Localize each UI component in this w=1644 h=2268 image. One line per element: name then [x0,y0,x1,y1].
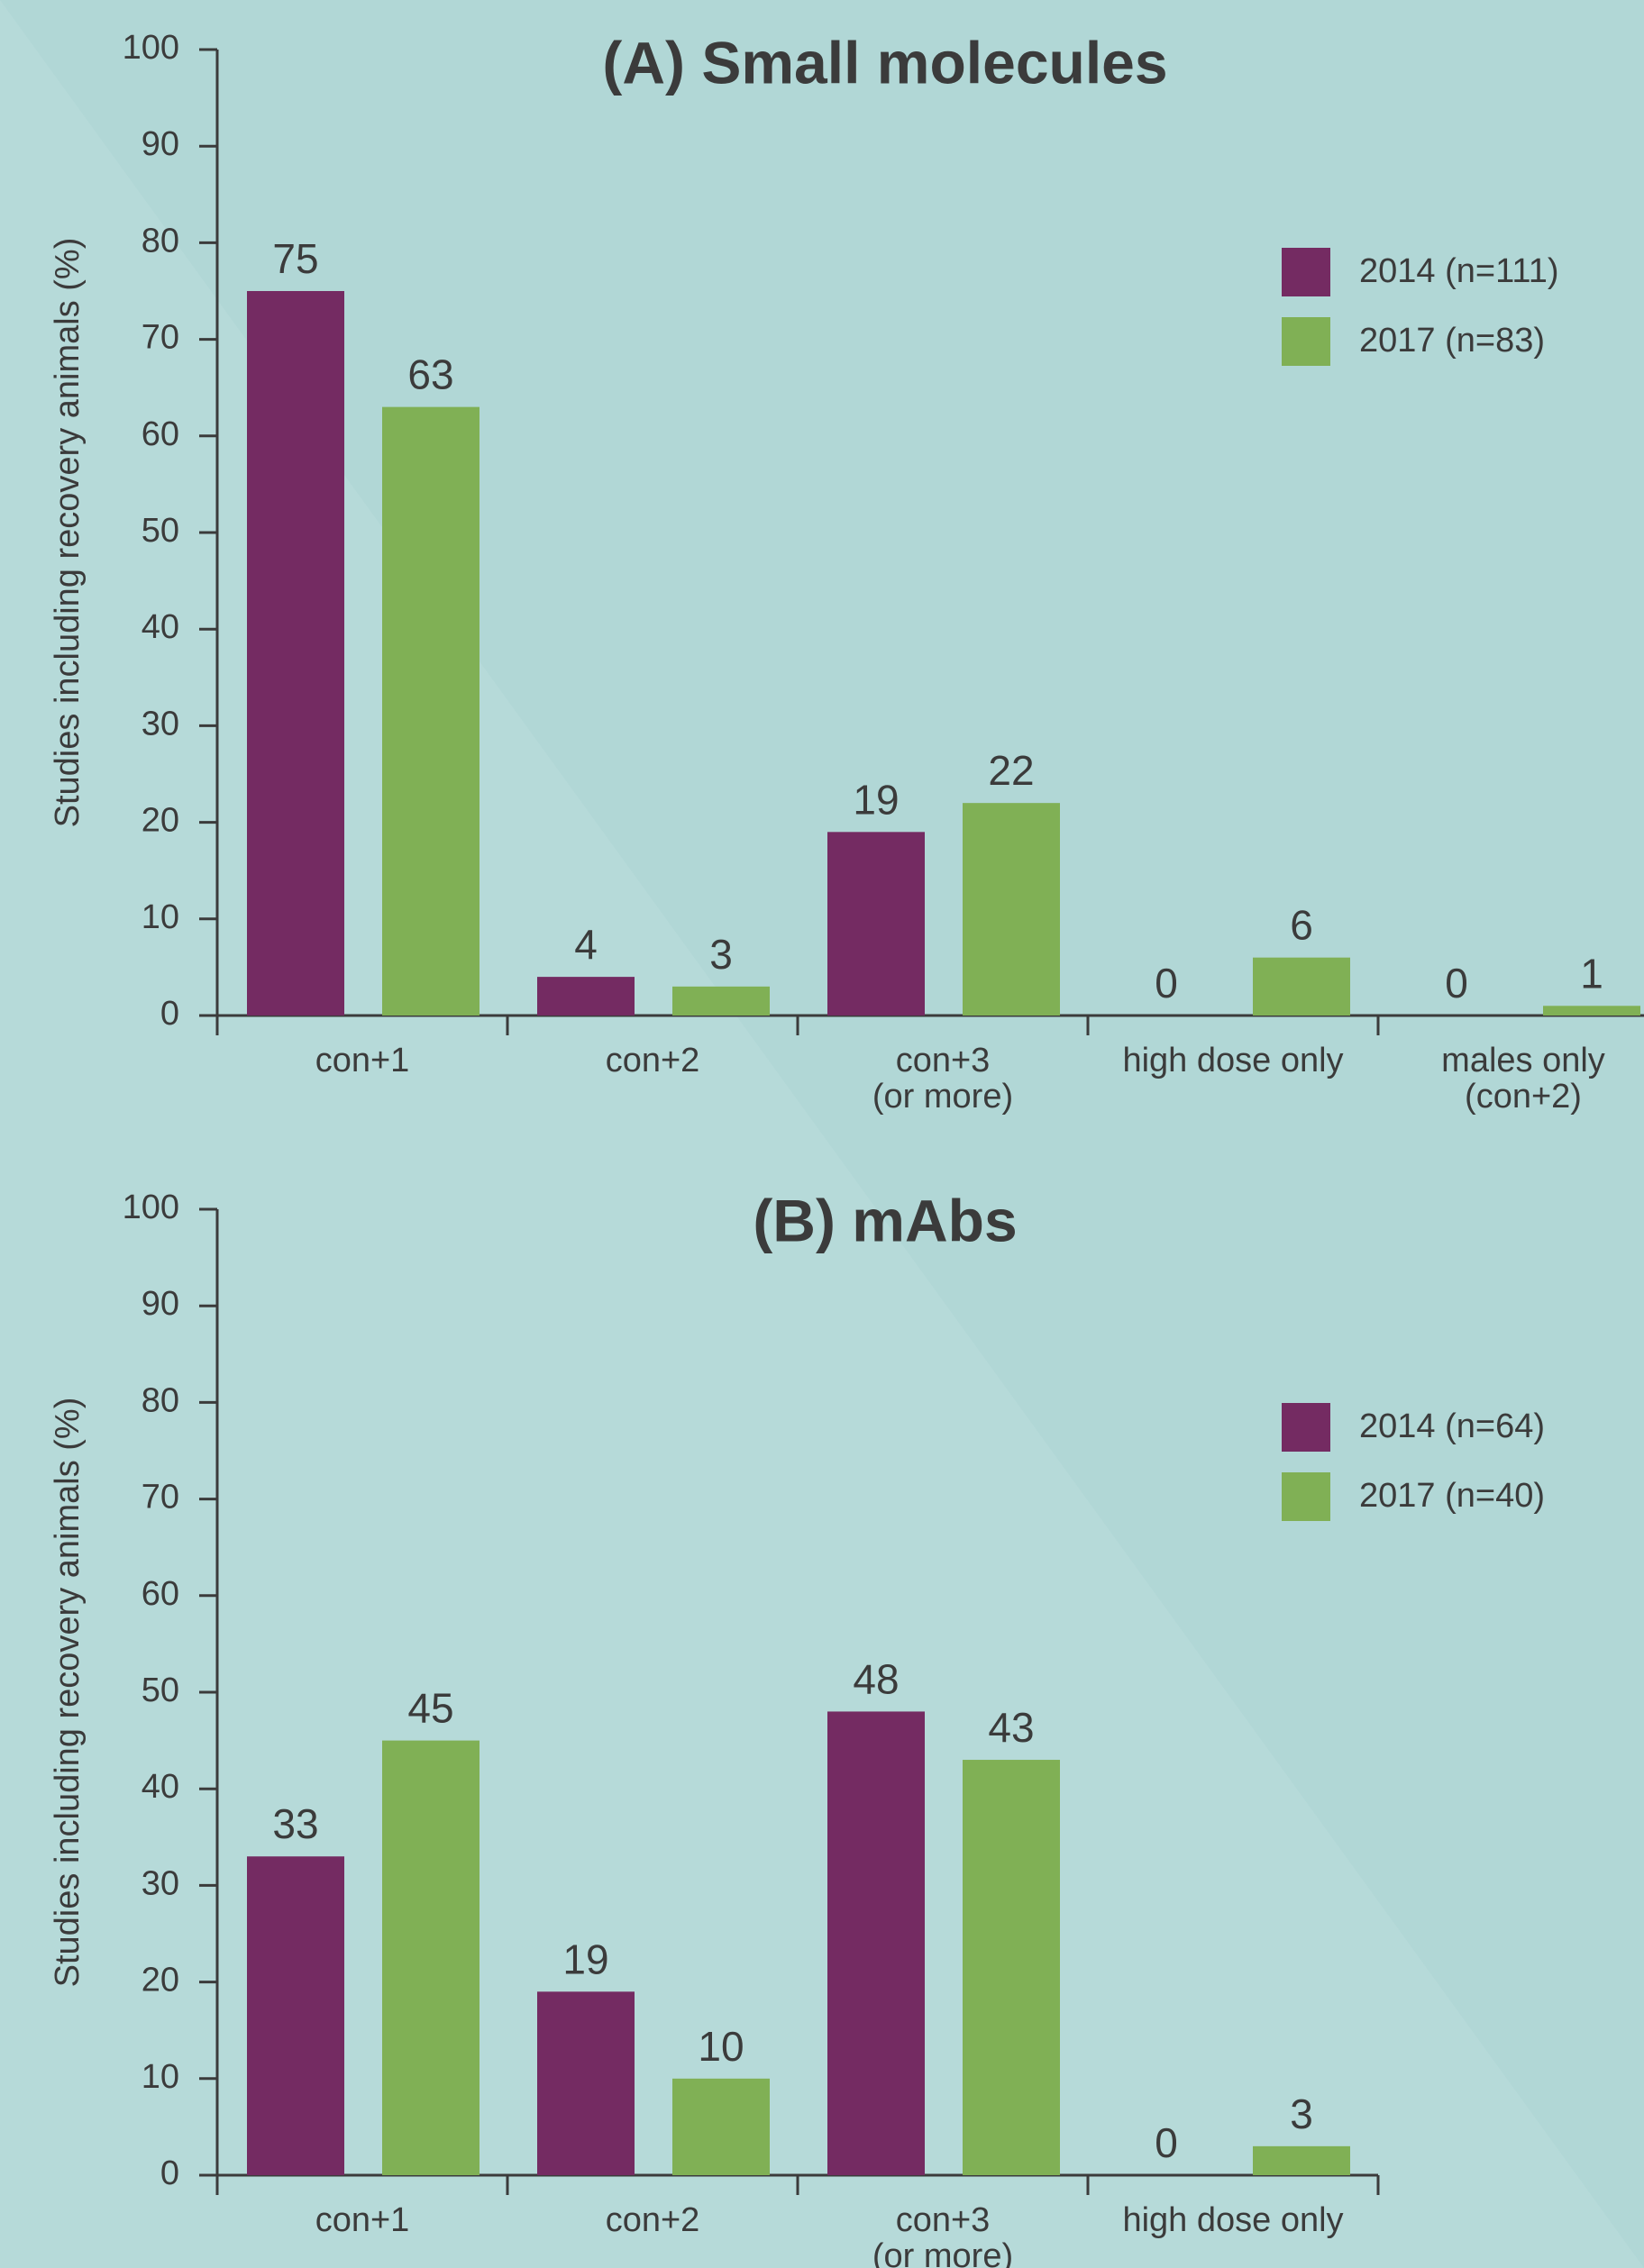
bar-2017 [963,803,1060,1016]
bar-2017 [382,1741,480,2175]
x-tick-label: (con+2) [1465,1078,1582,1116]
y-tick-label: 20 [142,802,179,840]
bar-2017 [672,2079,770,2175]
y-tick-label: 40 [142,608,179,646]
data-label: 0 [1155,2119,1178,2166]
data-label: 6 [1290,902,1313,949]
x-tick-label: high dose only [1122,2201,1343,2239]
data-label: 43 [988,1704,1034,1751]
chart-title: (B) mAbs [753,1187,1017,1253]
y-tick-label: 60 [142,1575,179,1613]
data-label: 19 [853,776,899,823]
data-label: 0 [1445,960,1468,1006]
y-tick-label: 90 [142,1285,179,1323]
y-tick-label: 30 [142,705,179,742]
x-tick-label: con+3 [896,2201,991,2239]
bar-2017 [672,987,770,1016]
data-label: 3 [709,931,733,978]
y-tick-label: 70 [142,1479,179,1517]
legend-swatch-2017 [1282,1472,1330,1521]
data-label: 0 [1155,960,1178,1006]
y-axis-label: Studies including recovery animals (%) [49,1398,87,1988]
y-tick-label: 0 [160,2154,179,2192]
legend-label: 2014 (n=111) [1359,252,1559,290]
bar-2014 [537,1991,635,2175]
x-tick-label: con+2 [606,2201,700,2239]
y-tick-label: 0 [160,995,179,1033]
y-tick-label: 60 [142,415,179,453]
bar-2014 [537,977,635,1016]
y-tick-label: 80 [142,222,179,260]
data-label: 19 [562,1936,608,1982]
data-label: 33 [272,1800,318,1847]
data-label: 75 [272,235,318,282]
bar-2017 [1543,1006,1640,1016]
data-label: 1 [1580,950,1603,997]
chart-a: (A) Small molecules Studies including rec… [49,29,1644,1116]
y-tick-label: 80 [142,1381,179,1419]
bar-2017 [382,407,480,1016]
legend-swatch-2014 [1282,248,1330,296]
bar-2014 [247,1856,344,2175]
x-tick-label: con+1 [315,1042,410,1079]
y-tick-label: 100 [123,1189,179,1226]
chart-title: (A) Small molecules [602,29,1167,96]
data-label: 3 [1290,2090,1313,2137]
bar-2014 [827,1711,925,2175]
bar-2014 [247,291,344,1016]
legend-swatch-2014 [1282,1403,1330,1452]
bar-2017 [963,1760,1060,2175]
x-tick-label: males only [1441,1042,1605,1079]
chart-b: (B) mAbs Studies including recovery anima… [49,1187,1545,2268]
y-tick-label: 30 [142,1864,179,1902]
data-label: 45 [407,1685,453,1732]
legend-label: 2014 (n=64) [1359,1407,1545,1445]
y-tick-label: 10 [142,2058,179,2096]
x-tick-label: con+1 [315,2201,410,2239]
y-tick-label: 50 [142,1671,179,1709]
legend-swatch-2017 [1282,317,1330,366]
bar-2017 [1253,958,1350,1016]
bar-2014 [827,832,925,1016]
x-tick-label: con+3 [896,1042,991,1079]
x-tick-label: con+2 [606,1042,700,1079]
legend-label: 2017 (n=83) [1359,322,1545,360]
y-tick-label: 100 [123,29,179,67]
bar-2017 [1253,2146,1350,2175]
y-tick-label: 20 [142,1962,179,1999]
y-tick-label: 90 [142,125,179,163]
y-tick-label: 40 [142,1768,179,1806]
legend-label: 2017 (n=40) [1359,1477,1545,1515]
data-label: 10 [698,2023,744,2070]
x-tick-label: high dose only [1122,1042,1343,1079]
x-tick-label: (or more) [872,2237,1013,2268]
y-tick-label: 50 [142,512,179,550]
data-label: 4 [574,921,598,968]
data-label: 22 [988,747,1034,794]
y-tick-label: 70 [142,319,179,357]
data-label: 48 [853,1655,899,1702]
y-axis-label: Studies including recovery animals (%) [49,238,87,828]
data-label: 63 [407,351,453,398]
y-tick-label: 10 [142,898,179,936]
x-tick-label: (or more) [872,1078,1013,1116]
